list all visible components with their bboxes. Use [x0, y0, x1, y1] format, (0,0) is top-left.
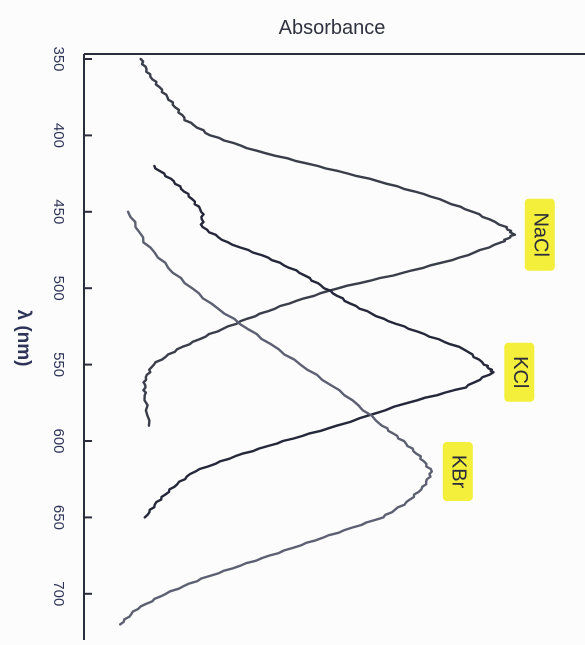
- top-axis-label: Absorbance: [279, 17, 386, 39]
- curve-labels: NaCl KCl KBr: [442, 198, 555, 502]
- wavelength-tick-label: 600: [50, 428, 67, 453]
- wavelength-tick-label: 550: [50, 352, 67, 377]
- curve-label-kcl: KCl: [509, 356, 531, 388]
- curve-label-nacl: NaCl: [530, 212, 552, 256]
- wavelength-tick-label: 400: [50, 123, 67, 148]
- wavelength-tick-label: 450: [50, 199, 67, 224]
- label-highlight-kcl: [504, 342, 535, 402]
- wavelength-ticks: 350 400 450 500 550 600 650 700: [50, 46, 92, 606]
- wavelength-tick-label: 650: [50, 505, 67, 530]
- curve-nacl: [139, 57, 517, 427]
- curve-label-kbr: KBr: [448, 455, 470, 489]
- label-highlight-kbr: [442, 442, 473, 502]
- wavelength-axis-label: λ (nm): [13, 310, 34, 367]
- wavelength-tick-label: 500: [50, 276, 67, 301]
- curves-group: [119, 57, 517, 626]
- curve-kcl: [143, 164, 495, 519]
- axes-group: Absorbance λ (nm): [13, 17, 585, 640]
- label-highlight-nacl: [524, 198, 555, 271]
- wavelength-tick-label: 350: [50, 46, 67, 71]
- curve-kbr: [119, 210, 433, 626]
- wavelength-tick-label: 700: [50, 581, 67, 606]
